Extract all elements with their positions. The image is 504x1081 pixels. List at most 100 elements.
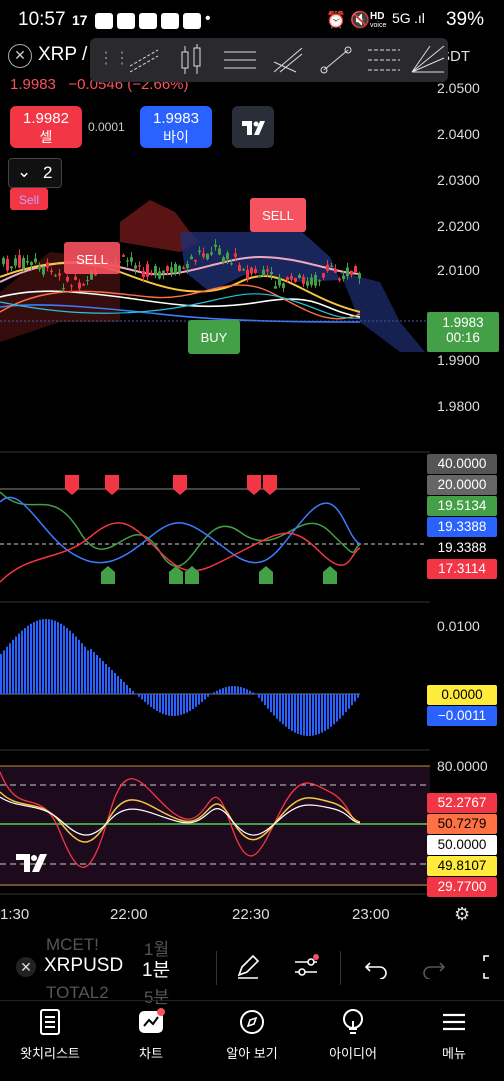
candle [138,265,141,267]
drag-handle-icon[interactable]: ⋮⋮ [98,50,130,67]
pitchfork-tool-icon[interactable] [266,38,310,82]
price-axis-label: 2.0100 [437,262,480,278]
macd-bar [327,694,329,730]
candle-pattern-tool-icon[interactable] [170,38,214,82]
macd-bar [72,633,74,694]
candle [322,273,325,278]
horizontal-lines-tool-icon[interactable] [218,38,262,82]
macd-bar [246,689,248,694]
indicators-icon[interactable] [292,953,320,981]
macd-bar [234,686,236,694]
macd-bar [96,655,98,694]
candle [202,253,205,257]
buy-signal-badge[interactable]: BUY [188,320,240,354]
sell-signal-badge[interactable]: Sell [10,188,48,210]
candle [62,288,65,290]
close-icon[interactable]: ✕ [16,957,36,977]
candle [162,270,165,274]
symbol-title[interactable]: XRP / [38,44,88,65]
candle [282,283,285,289]
nav-ideas[interactable]: 아이디어 [303,1007,403,1062]
gann-fan-tool-icon[interactable] [406,38,450,82]
tradingview-logo-icon [242,121,265,135]
macd-bar [12,639,14,694]
buy-button[interactable]: 1.9983 바이 [140,106,212,148]
macd-bar [255,694,257,695]
interval-selector[interactable]: 1분 [142,960,171,981]
sell-signal-badge[interactable]: SELL [250,198,306,232]
candle [142,271,145,278]
macd-bar [132,691,134,694]
redo-icon[interactable] [420,955,446,979]
chart-settings-icon[interactable]: ⚙ [454,904,471,924]
macd-bar [330,694,332,727]
macd-bar [342,694,344,716]
macd-bar [42,619,44,694]
candle [146,264,149,277]
buy-marker [101,566,115,584]
indicator-collapse-toggle[interactable]: ⌄ 2 [8,158,62,188]
macd-bar [150,694,152,707]
candle [10,266,13,269]
osc-level-tag: 20.0000 [427,475,497,495]
macd-bar [105,664,107,694]
current-price: 1.9983 [442,315,484,330]
notification-icon [95,13,113,29]
spread-value: 0.0001 [88,120,125,134]
candle [178,265,181,273]
macd-bar [165,694,167,715]
nav-explore[interactable]: 알아 보기 [202,1007,302,1062]
candle [18,255,21,268]
macd-value-tag: −0.0011 [427,706,497,726]
tradingview-logo-button[interactable] [232,106,274,148]
nav-label: 차트 [139,1046,163,1061]
macd-bar [144,694,146,703]
nav-chart[interactable]: 차트 [101,1007,201,1062]
nav-menu[interactable]: 메뉴 [404,1007,504,1062]
ghost-watch-interval: 5분 [144,988,170,1007]
symbol-selector[interactable]: XRPUSD [44,955,124,976]
chart-canvas[interactable]: Sell SELL SELL BUY [0,82,430,912]
candle [222,257,225,263]
fib-retracement-tool-icon[interactable] [362,38,406,82]
macd-bar [162,694,164,714]
sell-signal-badge[interactable]: SELL [64,242,120,274]
close-symbol-icon[interactable]: ✕ [8,44,32,68]
ma-line-yellow [0,261,361,313]
candle [330,266,333,268]
sell-marker [263,475,277,495]
macd-bar [36,620,38,694]
macd-bar [270,694,272,713]
youtube-icon [139,13,157,29]
candle [230,263,233,265]
rsi-line [0,796,361,836]
ghost-watch-symbol: TOTAL2 [46,983,109,1002]
nav-watchlist[interactable]: 왓치리스트 [0,1007,100,1062]
rsi-slow-line [0,791,361,843]
macd-bar [339,694,341,719]
time-axis-label: 22:30 [232,906,270,923]
macd-axis-label: 0.0100 [437,618,480,634]
youtube-icon [117,13,135,29]
price-axis-label: 2.0300 [437,172,480,188]
macd-bar [33,622,35,694]
macd-bar [354,694,356,702]
candle [158,271,161,279]
candle [190,256,193,260]
macd-bar [63,625,65,694]
trend-line-tool-icon[interactable] [314,38,358,82]
macd-bar [45,619,47,694]
sell-button[interactable]: 1.9982 셀 [10,106,82,148]
macd-bar [282,694,284,725]
nav-label: 메뉴 [442,1046,466,1061]
pencil-icon[interactable] [234,953,262,981]
candle [278,277,281,286]
trend-channel-tool-icon[interactable] [122,38,166,82]
ma-line-blue [0,304,361,323]
hamburger-menu-icon [443,1013,465,1031]
candle [198,250,201,253]
candle [286,277,289,281]
macd-bar [273,694,275,716]
undo-icon[interactable] [364,955,390,979]
fullscreen-icon[interactable] [480,953,504,981]
